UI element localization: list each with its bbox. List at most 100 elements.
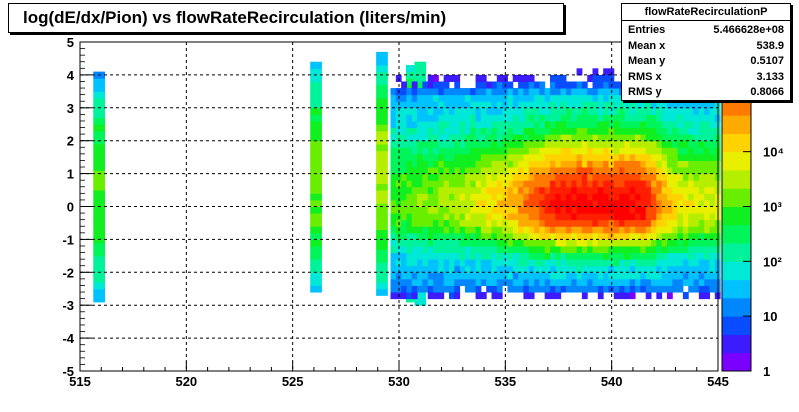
heatmap-cell [693,219,700,227]
heatmap-cell [486,180,493,188]
heatmap-cell [528,259,535,267]
heatmap-cell [698,153,705,161]
heatmap-cell [486,232,493,240]
heatmap-cell [587,74,594,82]
heatmap-cell [672,173,679,181]
heatmap-cell [507,213,514,221]
heatmap-cell [534,285,540,293]
heatmap-cell [698,272,705,280]
heatmap-cell [401,292,407,300]
stripe-cell [376,249,388,257]
grid-lines [80,42,718,371]
heatmap-cell [565,245,572,254]
heatmap-cell [640,147,647,155]
heatmap-cell [661,107,668,115]
heatmap-cell [592,265,599,273]
heatmap-cell [709,167,716,175]
stat-entries-label: Entries [628,24,666,36]
heatmap-cell [555,153,562,161]
heatmap-cell [480,186,487,194]
heatmap-cell [406,134,413,142]
heatmap-cell [587,140,594,148]
stripe-cell [93,275,105,283]
heatmap-cell [523,160,530,168]
stripe-cell [376,282,388,290]
color-scale-step [722,352,751,372]
heatmap-cell [672,206,679,214]
heatmap-cell [677,199,684,207]
heatmap-cell [433,167,439,175]
stripe-cell [310,259,322,267]
y-tick-label: 3 [67,101,74,116]
heatmap-cell [464,285,471,293]
heatmap-cell [496,186,503,194]
heatmap-cell [534,252,540,260]
heatmap-cell [454,252,461,260]
heatmap-cell [438,245,445,254]
heatmap-cell [475,219,482,227]
heatmap-cell [560,107,567,115]
heatmap-cell [390,206,397,214]
heatmap-cell [459,193,466,201]
heatmap-cell [635,278,641,286]
heatmap-cell [656,107,663,115]
heatmap-cell [603,147,609,155]
heatmap-cell [422,127,429,135]
heatmap-cell [709,206,716,214]
heatmap-cell [619,153,625,161]
heatmap-cell [427,74,434,82]
heatmap-cell [640,186,647,194]
heatmap-cell [682,213,689,221]
heatmap-cell [507,199,514,207]
heatmap-cell [417,120,423,129]
heatmap-cell [443,81,450,89]
heatmap-cell [656,186,663,194]
heatmap-cell [629,252,636,260]
heatmap-cell [518,160,524,168]
heatmap-cell [549,153,556,161]
heatmap-cell [581,147,588,155]
heatmap-cell [390,278,397,286]
stripe-cell [93,190,105,198]
heatmap-cell [571,213,578,221]
heatmap-cell [390,127,397,135]
heatmap-cell [624,160,631,168]
heatmap-cell [698,193,705,201]
heatmap-cell [613,199,620,207]
heatmap-cell [427,107,434,115]
heatmap-cell [390,252,397,260]
heatmap-cell [651,160,657,168]
heatmap-cell [597,206,604,214]
heatmap-cell [587,232,594,240]
heatmap-cell [528,94,535,102]
heatmap-cell [518,259,524,267]
heatmap-cell [688,173,695,181]
heatmap-cell [523,193,530,201]
heatmap-cell [433,219,439,227]
heatmap-cell [704,153,710,161]
x-tick-label: 515 [69,374,91,389]
heatmap-cell [624,213,631,221]
heatmap-cell [448,292,455,300]
heatmap-cell [560,160,567,168]
heatmap-cell [496,147,503,155]
heatmap-cell [438,127,445,135]
heatmap-cell [645,127,652,135]
stripe-cell [310,167,322,175]
heatmap-cell [560,74,567,82]
heatmap-cell [672,226,679,234]
heatmap-cell [549,252,556,260]
heatmap-cell [629,140,636,148]
heatmap-cell [555,213,562,221]
heatmap-cell [698,206,705,214]
heatmap-cell [438,147,445,155]
heatmap-cell [651,265,657,273]
heatmap-cell [549,292,556,300]
heatmap-cell [688,180,695,188]
heatmap-cell [672,193,679,201]
heatmap-cell [560,101,567,109]
heatmap-cell [496,140,503,148]
heatmap-cell [651,193,657,201]
heatmap-cell [619,114,625,122]
heatmap-cell [688,167,695,175]
